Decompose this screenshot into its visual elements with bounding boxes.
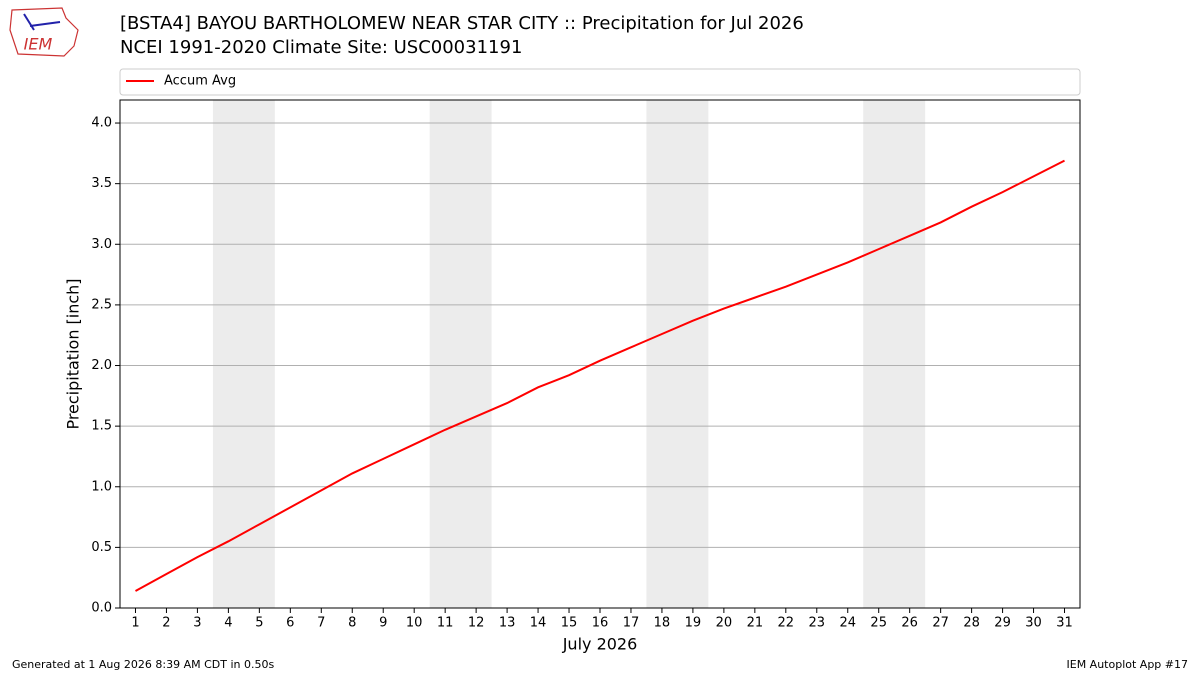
x-tick-label: 11 xyxy=(437,616,454,631)
y-tick-label: 4.0 xyxy=(91,116,112,131)
y-tick-label: 3.5 xyxy=(91,176,112,191)
x-tick-label: 8 xyxy=(348,616,356,631)
x-tick-label: 16 xyxy=(592,616,609,631)
x-tick-label: 25 xyxy=(870,616,887,631)
x-tick-label: 2 xyxy=(162,616,170,631)
y-axis-label: Precipitation [inch] xyxy=(64,278,83,429)
shaded-span xyxy=(212,100,275,608)
y-tick-label: 3.0 xyxy=(91,237,112,252)
x-tick-label: 22 xyxy=(778,616,795,631)
y-tick-label: 0.0 xyxy=(91,601,112,616)
footer-right: IEM Autoplot App #17 xyxy=(1067,658,1189,671)
chart-subtitle: NCEI 1991-2020 Climate Site: USC00031191 xyxy=(120,37,522,58)
logo: IEM xyxy=(9,7,79,57)
legend-label: Accum Avg xyxy=(164,74,236,89)
y-tick-label: 1.5 xyxy=(91,419,112,434)
x-tick-label: 27 xyxy=(932,616,949,631)
x-tick-label: 24 xyxy=(839,616,856,631)
logo-icon xyxy=(29,21,61,27)
y-tick-label: 0.5 xyxy=(91,540,112,555)
x-tick-label: 7 xyxy=(317,616,325,631)
x-tick-label: 30 xyxy=(1025,616,1042,631)
x-tick-label: 23 xyxy=(809,616,826,631)
x-tick-label: 10 xyxy=(406,616,423,631)
y-tick-label: 2.5 xyxy=(91,297,112,312)
x-tick-label: 18 xyxy=(654,616,671,631)
x-tick-label: 26 xyxy=(901,616,918,631)
logo-icon xyxy=(23,13,35,31)
x-tick-label: 15 xyxy=(561,616,578,631)
x-tick-label: 29 xyxy=(994,616,1011,631)
x-tick-label: 9 xyxy=(379,616,387,631)
x-tick-label: 20 xyxy=(716,616,733,631)
x-tick-label: 4 xyxy=(224,616,232,631)
x-tick-label: 1 xyxy=(131,616,139,631)
plot-frame xyxy=(119,99,1081,609)
shaded-span xyxy=(646,100,709,608)
x-tick-label: 28 xyxy=(963,616,980,631)
y-tick-label: 1.0 xyxy=(91,479,112,494)
shaded-span xyxy=(429,100,492,608)
x-tick-label: 5 xyxy=(255,616,263,631)
chart-title: [BSTA4] BAYOU BARTHOLOMEW NEAR STAR CITY… xyxy=(120,13,804,34)
x-tick-label: 21 xyxy=(747,616,764,631)
x-tick-label: 13 xyxy=(499,616,516,631)
x-tick-label: 14 xyxy=(530,616,547,631)
legend-box xyxy=(119,68,1081,96)
line-series xyxy=(135,159,1065,592)
y-tick-label: 2.0 xyxy=(91,358,112,373)
logo-outline xyxy=(9,7,79,57)
x-tick-label: 12 xyxy=(468,616,485,631)
x-tick-label: 3 xyxy=(193,616,201,631)
x-tick-label: 31 xyxy=(1056,616,1073,631)
x-tick-label: 17 xyxy=(623,616,640,631)
x-axis-label: July 2026 xyxy=(562,635,638,654)
footer-left: Generated at 1 Aug 2026 8:39 AM CDT in 0… xyxy=(12,658,274,671)
shaded-span xyxy=(863,100,926,608)
x-tick-label: 19 xyxy=(685,616,702,631)
x-tick-label: 6 xyxy=(286,616,294,631)
logo-text: IEM xyxy=(24,35,53,54)
